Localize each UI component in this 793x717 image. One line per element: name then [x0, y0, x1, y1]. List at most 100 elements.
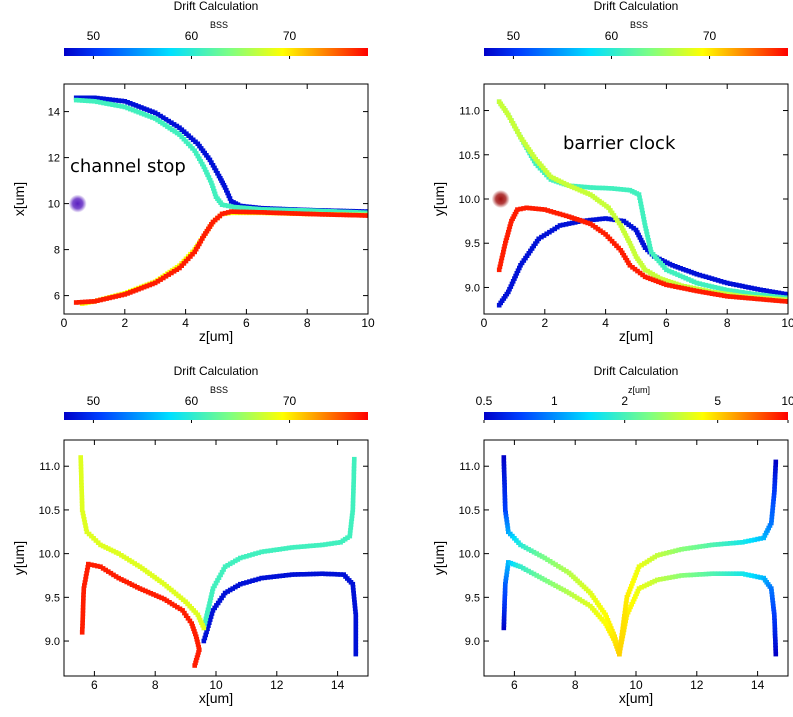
y-tick-label: 10.0	[459, 549, 480, 561]
data-point	[128, 106, 133, 112]
colorbar	[484, 48, 788, 56]
data-point	[743, 290, 748, 296]
data-point	[106, 569, 111, 574]
data-point	[362, 213, 368, 218]
data-point	[647, 557, 652, 563]
colorbar-label: z[um]	[628, 385, 650, 395]
data-point	[603, 621, 608, 626]
data-point	[539, 554, 545, 559]
data-point	[639, 204, 644, 210]
data-point	[721, 279, 727, 285]
data-point	[529, 570, 534, 575]
data-point	[505, 563, 511, 568]
data-point	[119, 553, 124, 558]
data-point	[518, 134, 523, 140]
series-group	[73, 95, 368, 306]
data-point	[136, 286, 141, 292]
data-point	[189, 621, 194, 626]
data-point	[574, 595, 580, 601]
data-point	[631, 578, 636, 583]
chart-panel-1: Drift Calculation BSS 50 60 70 channel stop 0 2…	[11, 0, 375, 344]
data-point	[304, 571, 310, 577]
data-point	[351, 591, 356, 596]
data-point	[674, 281, 679, 287]
data-point	[761, 297, 766, 302]
data-point	[770, 294, 776, 299]
data-point	[758, 296, 763, 302]
data-point	[144, 283, 150, 289]
data-point	[196, 650, 201, 655]
data-point	[348, 522, 354, 527]
data-point	[314, 571, 319, 577]
data-point	[506, 112, 511, 118]
data-point	[588, 192, 593, 197]
data-point	[500, 252, 505, 258]
data-point	[680, 274, 686, 280]
data-point	[746, 538, 751, 544]
x-tick-label: 4	[602, 316, 609, 330]
data-point	[627, 187, 633, 193]
data-point	[283, 573, 289, 578]
data-point	[585, 184, 590, 190]
data-point	[208, 614, 214, 619]
y-tick-label: 12	[48, 153, 60, 165]
data-point	[635, 588, 641, 594]
data-point	[776, 290, 782, 296]
data-point	[295, 208, 301, 213]
data-point	[268, 548, 273, 553]
data-point	[626, 222, 631, 227]
data-point	[755, 292, 760, 297]
data-point	[585, 191, 590, 196]
data-point	[344, 212, 349, 218]
data-point	[169, 270, 174, 276]
data-point	[141, 106, 147, 111]
data-point	[89, 98, 94, 104]
data-point	[155, 279, 161, 284]
data-point	[148, 591, 154, 596]
data-point	[675, 265, 681, 270]
data-point	[746, 285, 751, 290]
data-point	[209, 160, 214, 165]
colorbar-tick-label: 50	[507, 29, 521, 43]
data-point	[615, 218, 620, 223]
data-point	[766, 525, 771, 531]
data-point	[274, 574, 280, 579]
data-point	[347, 212, 353, 218]
data-point	[79, 504, 85, 510]
data-point	[502, 479, 507, 485]
data-point	[600, 216, 605, 222]
data-point	[761, 292, 766, 298]
series-4	[617, 459, 779, 657]
data-point	[338, 572, 343, 577]
data-point	[706, 571, 712, 577]
data-point	[677, 273, 683, 279]
data-point	[152, 110, 158, 116]
data-point	[113, 574, 119, 579]
data-point	[785, 292, 788, 297]
data-point	[344, 209, 349, 215]
data-point	[241, 209, 246, 215]
data-point	[700, 543, 706, 549]
data-point	[630, 581, 635, 586]
data-point	[222, 590, 228, 596]
data-point	[529, 548, 534, 553]
data-point	[501, 467, 507, 473]
data-point	[292, 544, 298, 550]
data-point	[518, 263, 523, 268]
colorbar-tick-label: 60	[185, 29, 199, 43]
data-point	[81, 513, 86, 519]
data-point	[526, 547, 531, 552]
data-point	[351, 469, 357, 475]
data-point	[737, 289, 742, 295]
data-point	[193, 634, 199, 639]
data-point	[765, 528, 770, 533]
data-point	[286, 572, 292, 578]
data-point	[225, 589, 230, 594]
data-point	[740, 540, 745, 545]
data-point	[217, 598, 223, 603]
data-point	[761, 535, 766, 541]
data-point	[204, 169, 209, 175]
data-point	[81, 589, 86, 594]
data-point	[304, 211, 310, 217]
data-point	[740, 283, 745, 289]
